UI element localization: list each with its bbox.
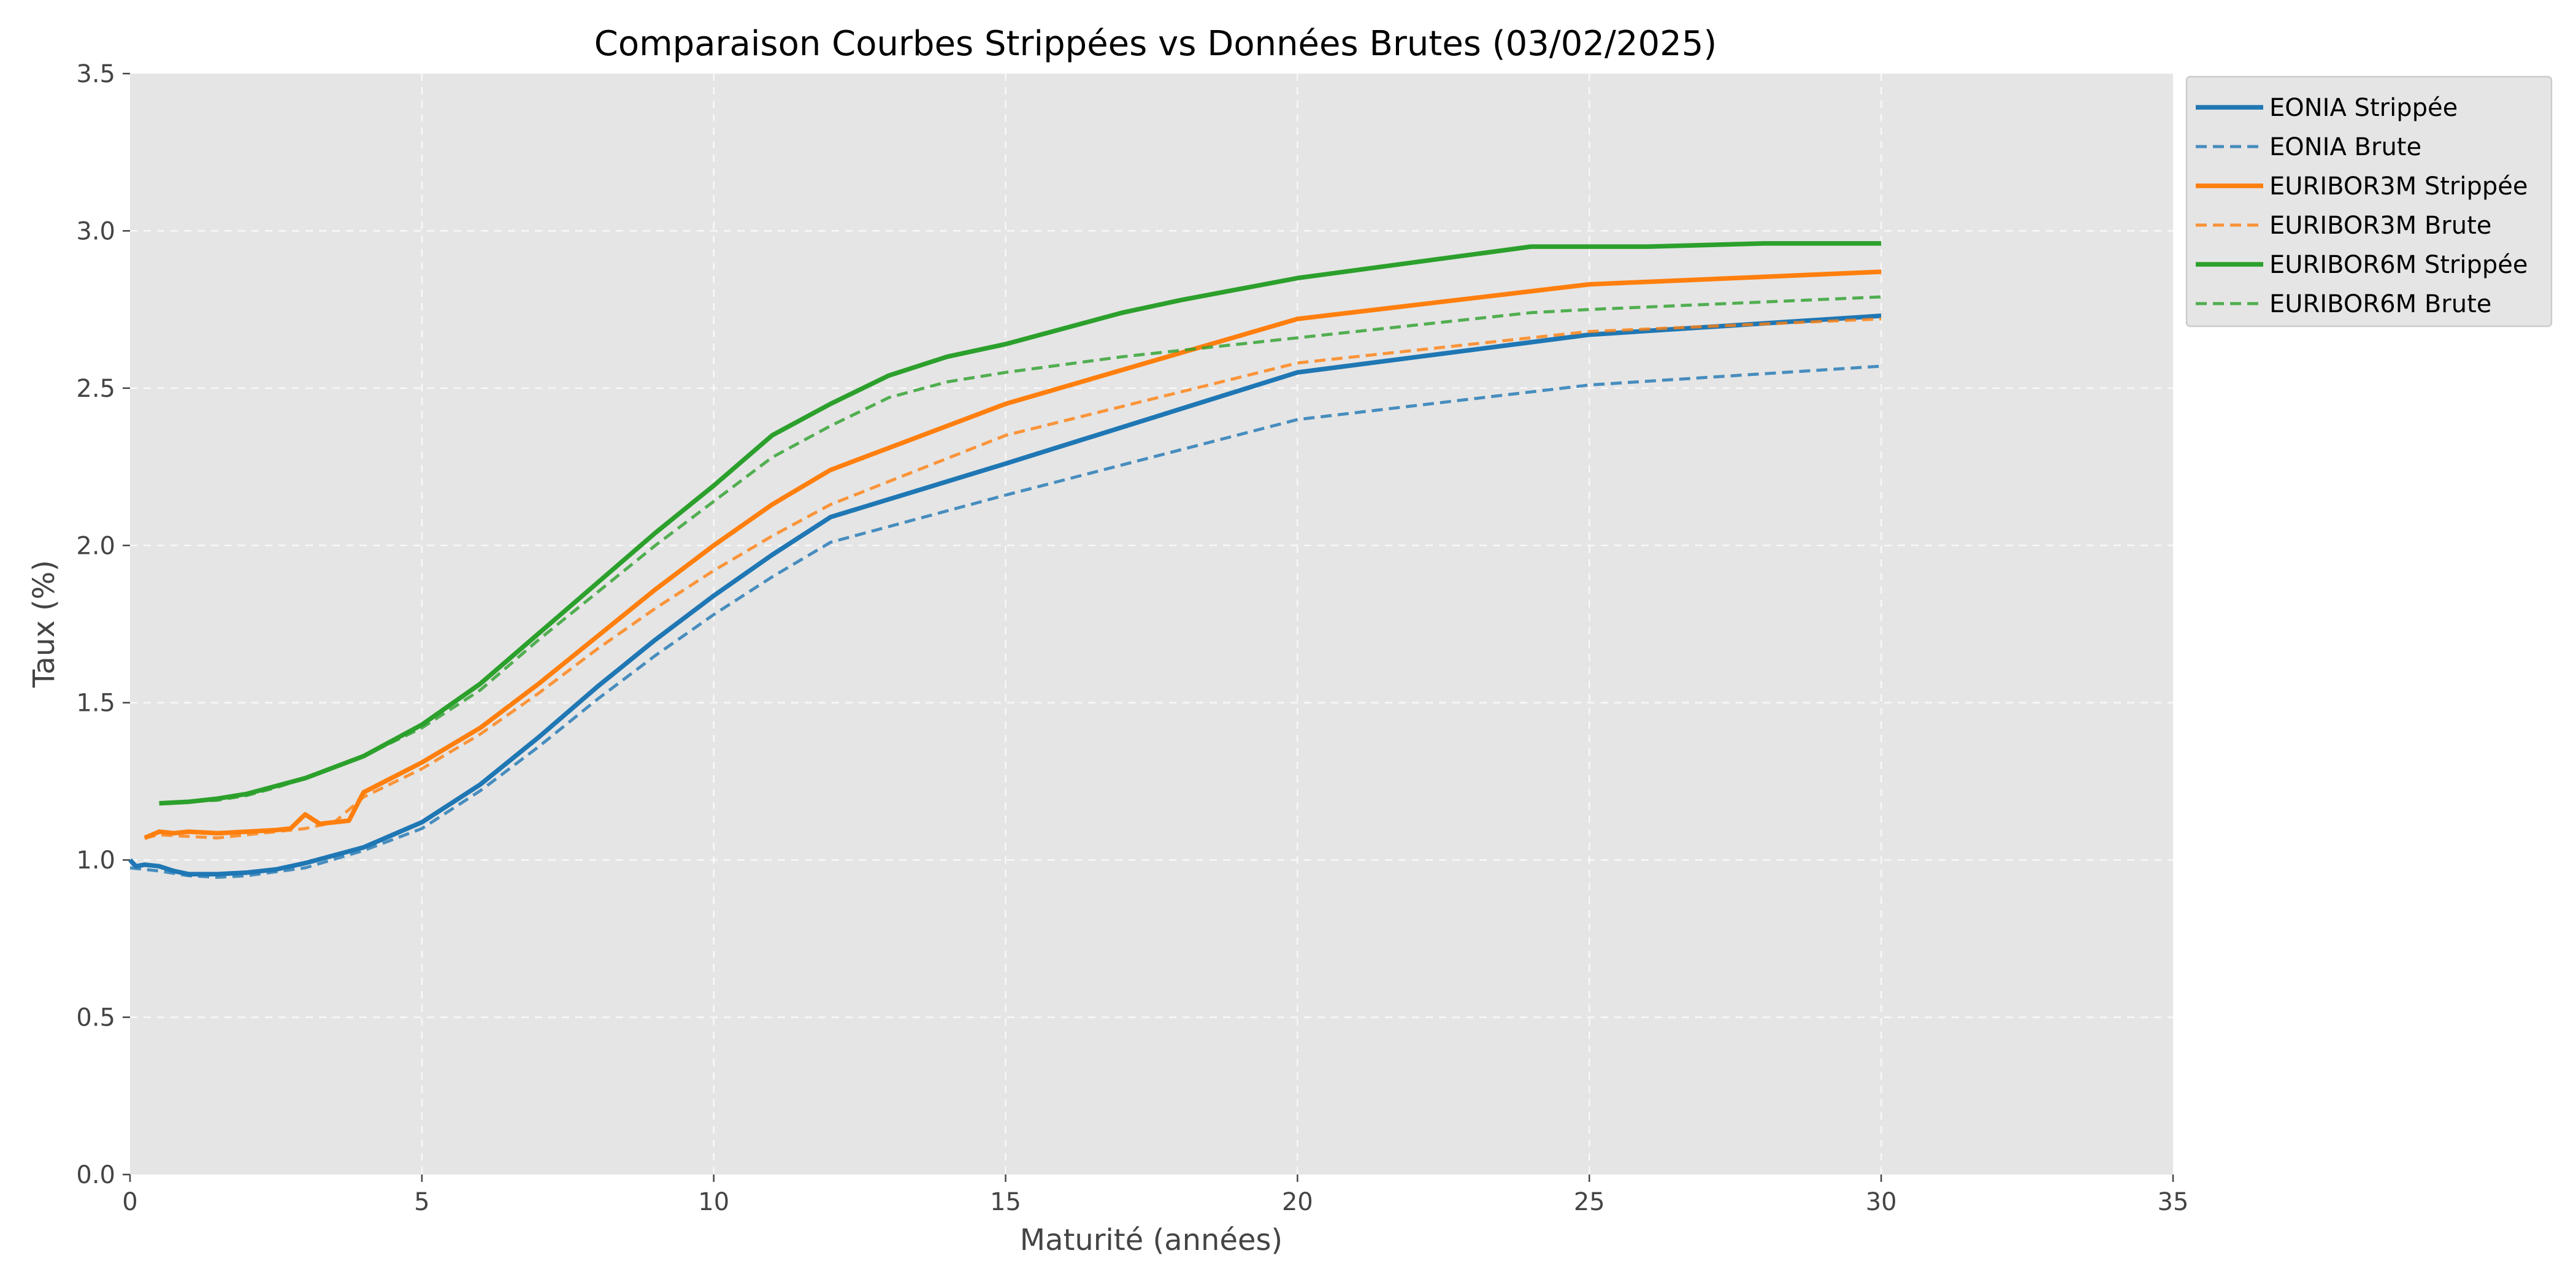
x-tick-label: 20 bbox=[1282, 1188, 1313, 1216]
y-axis: 0.0 0.5 1.0 1.5 2.0 2.5 3.0 3.5 bbox=[76, 60, 130, 1189]
legend-box bbox=[2185, 75, 2553, 328]
plot-area bbox=[130, 74, 2173, 1175]
y-tick-label: 1.5 bbox=[76, 689, 115, 718]
series-line-6 bbox=[159, 295, 1882, 805]
y-tick-label: 2.5 bbox=[76, 375, 115, 403]
y-tick-label: 3.5 bbox=[76, 60, 115, 88]
series-line-3 bbox=[144, 269, 1882, 840]
legend-label: EURIBOR6M Brute bbox=[2269, 290, 2491, 318]
series-line-1 bbox=[128, 313, 1882, 876]
x-tick-label: 15 bbox=[990, 1188, 1021, 1216]
legend-label: EURIBOR6M Strippée bbox=[2269, 251, 2528, 279]
legend-label: EURIBOR3M Strippée bbox=[2269, 172, 2528, 201]
y-tick-label: 0.5 bbox=[76, 1004, 115, 1032]
grid bbox=[130, 74, 2173, 1175]
y-tick-label: 1.0 bbox=[76, 846, 115, 875]
x-tick-label: 25 bbox=[1574, 1188, 1605, 1216]
legend-label: EONIA Brute bbox=[2269, 133, 2421, 161]
x-tick-label: 5 bbox=[414, 1188, 429, 1216]
x-axis-label: Maturité (années) bbox=[1020, 1223, 1283, 1257]
series-line-2 bbox=[129, 364, 1882, 879]
chart-title: Comparaison Courbes Strippées vs Données… bbox=[594, 24, 1717, 64]
x-tick-label: 10 bbox=[698, 1188, 729, 1216]
y-tick-label: 2.0 bbox=[76, 532, 115, 560]
y-tick-label: 3.0 bbox=[76, 217, 115, 245]
x-axis: 0 5 10 15 20 25 30 35 bbox=[122, 1175, 2188, 1216]
y-axis-label: Taux (%) bbox=[27, 560, 61, 688]
legend: EONIA Strippée EONIA Brute EURIBOR3M Strip… bbox=[2185, 75, 2553, 328]
x-tick-label: 35 bbox=[2158, 1188, 2189, 1216]
series-line-4 bbox=[144, 317, 1882, 840]
y-tick-label: 0.0 bbox=[76, 1161, 115, 1189]
x-tick-label: 0 bbox=[122, 1188, 137, 1216]
x-tick-label: 30 bbox=[1866, 1188, 1897, 1216]
legend-label: EONIA Strippée bbox=[2269, 94, 2458, 122]
legend-items: EONIA Strippée EONIA Brute EURIBOR3M Strip… bbox=[2196, 94, 2528, 318]
legend-label: EURIBOR3M Brute bbox=[2269, 212, 2491, 240]
series-lines bbox=[128, 241, 1882, 879]
